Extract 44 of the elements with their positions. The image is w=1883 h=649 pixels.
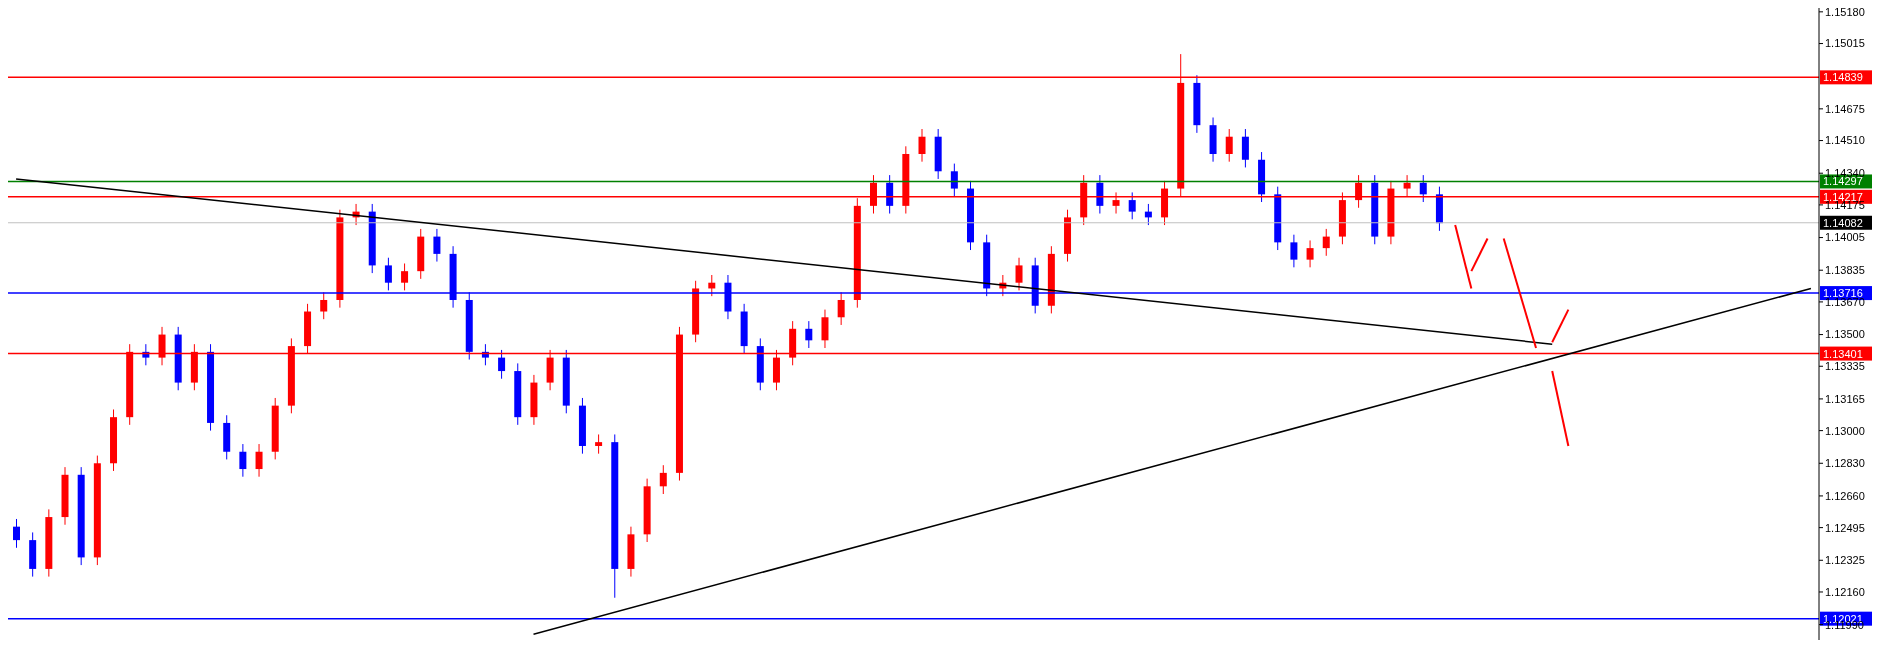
- candlestick: [433, 228, 441, 263]
- y-tick-label: 1.12830: [1825, 457, 1865, 470]
- candlestick: [1128, 191, 1136, 220]
- candlestick: [805, 320, 813, 349]
- candlestick: [1306, 239, 1314, 268]
- y-tick-label: 1.14005: [1825, 231, 1865, 244]
- y-tick-label: 1.12325: [1825, 554, 1865, 567]
- y-tick-label: 1.12495: [1825, 521, 1865, 534]
- candlestick: [498, 349, 506, 380]
- candlestick: [1419, 174, 1427, 203]
- candlestick: [821, 309, 829, 349]
- y-tick-label: 1.13165: [1825, 392, 1865, 405]
- y-tick-label: 1.14510: [1825, 134, 1865, 147]
- y-tick-label: 1.13500: [1825, 328, 1865, 341]
- ref-line-label: 1.14082: [1823, 216, 1863, 229]
- ref-line-label: 1.13716: [1823, 287, 1863, 300]
- candlestick: [1015, 257, 1023, 291]
- candlestick: [255, 443, 263, 478]
- candlestick: [886, 174, 894, 215]
- candlestick: [595, 433, 603, 455]
- candlestick: [13, 518, 20, 549]
- ref-line-label: 1.14839: [1823, 71, 1863, 84]
- y-tick-label: 1.14675: [1825, 102, 1865, 115]
- candlestick: [320, 291, 328, 320]
- y-tick-label: 1.15180: [1825, 5, 1865, 18]
- candlestick: [384, 257, 392, 291]
- ref-line-label: 1.13401: [1823, 347, 1863, 360]
- y-tick-label: 1.13000: [1825, 424, 1865, 437]
- candlestick: [1241, 128, 1249, 168]
- y-tick-label: 1.12660: [1825, 489, 1865, 502]
- candlestick: [1096, 174, 1104, 215]
- candlestick: [239, 443, 247, 478]
- candlestick: [1225, 128, 1233, 163]
- candlestick: [659, 464, 667, 495]
- candlestick: [837, 291, 845, 326]
- y-tick-label: 1.13335: [1825, 360, 1865, 373]
- y-tick-label: 1.13835: [1825, 264, 1865, 277]
- y-tick-label: 1.15015: [1825, 37, 1865, 50]
- candlestick: [918, 128, 926, 163]
- candlestick: [950, 163, 958, 197]
- candlestick: [1290, 234, 1298, 268]
- y-tick-label: 1.12160: [1825, 585, 1865, 598]
- candlestick: [401, 262, 409, 291]
- candlestick: [1322, 228, 1330, 257]
